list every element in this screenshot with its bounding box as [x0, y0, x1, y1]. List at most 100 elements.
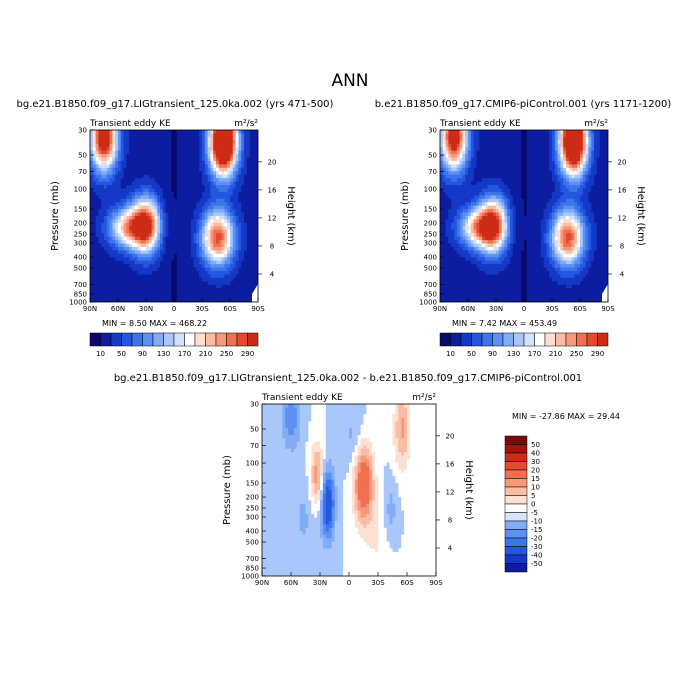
field-cell	[507, 205, 511, 210]
field-cell	[510, 191, 514, 196]
field-cell	[106, 167, 110, 172]
field-cell	[442, 160, 446, 165]
field-cell	[255, 243, 258, 248]
field-cell	[596, 229, 600, 234]
field-cell	[182, 198, 186, 203]
field-cell	[540, 216, 544, 220]
field-cell	[193, 212, 197, 217]
field-cell	[473, 222, 477, 227]
colorbar-swatch	[89, 332, 101, 347]
field-cell	[129, 216, 133, 220]
field-cell	[120, 240, 124, 244]
field-cell	[118, 167, 122, 172]
field-cell	[524, 209, 528, 213]
field-cell	[134, 243, 138, 248]
field-cell	[241, 274, 245, 279]
field-cell	[602, 202, 606, 207]
field-cell	[216, 140, 220, 145]
field-cell	[179, 198, 183, 203]
field-cell	[176, 140, 180, 145]
field-cell	[479, 195, 483, 200]
field-cell	[162, 140, 166, 145]
field-cell	[213, 226, 217, 231]
field-cell	[104, 147, 108, 152]
field-cell	[193, 191, 197, 196]
field-cell	[104, 233, 108, 238]
field-cell	[588, 233, 592, 238]
field-cell	[448, 205, 452, 210]
field-cell	[160, 281, 164, 286]
field-cell	[580, 130, 584, 134]
field-cell	[238, 154, 242, 158]
field-cell	[129, 281, 133, 286]
field-cell	[566, 154, 570, 158]
field-cell	[216, 233, 220, 238]
field-cell	[442, 198, 446, 203]
field-cell	[165, 136, 169, 141]
field-cell	[101, 253, 105, 258]
field-cell	[207, 277, 211, 282]
field-cell	[448, 212, 452, 217]
field-cell	[255, 136, 258, 141]
field-cell	[249, 133, 253, 138]
field-cell	[571, 198, 575, 203]
field-cell	[120, 130, 124, 134]
field-cell	[582, 198, 586, 203]
field-cell	[182, 140, 186, 145]
field-cell	[549, 140, 553, 145]
field-cell	[165, 277, 169, 282]
field-cell	[462, 167, 466, 172]
field-cell	[188, 250, 192, 255]
field-cell	[244, 164, 248, 169]
field-cell	[146, 188, 150, 193]
field-cell	[101, 233, 105, 238]
field-cell	[459, 140, 463, 145]
field-cell	[227, 212, 231, 217]
field-cell	[185, 209, 189, 213]
field-cell	[596, 198, 600, 203]
field-cell	[196, 284, 200, 289]
field-cell	[168, 133, 172, 138]
field-cell	[207, 236, 211, 241]
field-cell	[580, 136, 584, 141]
field-cell	[249, 222, 253, 227]
field-cell	[104, 178, 108, 182]
field-cell	[241, 236, 245, 241]
field-cell	[95, 236, 99, 241]
field-cell	[157, 226, 161, 231]
field-cell	[199, 133, 203, 138]
field-cell	[165, 188, 169, 193]
field-cell	[244, 160, 248, 165]
field-cell	[246, 260, 250, 265]
field-cell	[498, 136, 502, 141]
field-cell	[563, 236, 567, 241]
field-cell	[451, 205, 455, 210]
field-cell	[106, 143, 110, 148]
field-cell	[451, 160, 455, 165]
field-cell	[126, 264, 130, 268]
field-cell	[221, 185, 225, 189]
field-cell	[148, 291, 152, 296]
field-cell	[454, 143, 458, 148]
field-cell	[510, 222, 514, 227]
field-cell	[196, 281, 200, 286]
field-cell	[566, 216, 570, 220]
field-cell	[202, 178, 206, 182]
field-cell	[498, 185, 502, 189]
field-cell	[462, 164, 466, 169]
field-cell	[580, 195, 584, 200]
field-cell	[238, 130, 242, 134]
field-cell	[246, 212, 250, 217]
field-cell	[132, 246, 136, 251]
field-cell	[512, 205, 516, 210]
field-cell	[160, 295, 164, 299]
field-cell	[552, 140, 556, 145]
field-cell	[151, 229, 155, 234]
field-cell	[255, 253, 258, 258]
field-cell	[132, 160, 136, 165]
field-cell	[174, 174, 178, 179]
field-cell	[109, 171, 113, 176]
field-cell	[202, 174, 206, 179]
field-cell	[549, 147, 553, 152]
field-cell	[140, 181, 144, 186]
